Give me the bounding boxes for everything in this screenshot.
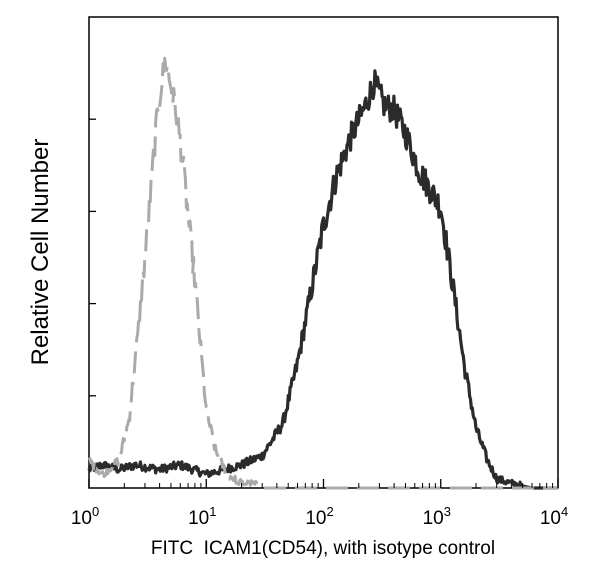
axes-layer: 100 101 102 103 104 [71, 118, 568, 529]
y-axis-label: Relative Cell Number [27, 139, 54, 366]
x-tick-label: 100 [71, 504, 99, 529]
isotype-control-histogram [88, 56, 559, 490]
x-axis-label: FITC ICAM1(CD54), with isotype control [151, 538, 495, 559]
x-tick-label: 104 [540, 504, 568, 529]
x-tick-label: 102 [305, 504, 333, 529]
x-tick-label: 101 [188, 504, 216, 529]
x-tick-label: 103 [423, 504, 451, 529]
icam1-stained-histogram [87, 69, 559, 490]
plot-frame [88, 16, 559, 489]
series-layer [87, 56, 559, 490]
plot-area [88, 16, 559, 489]
